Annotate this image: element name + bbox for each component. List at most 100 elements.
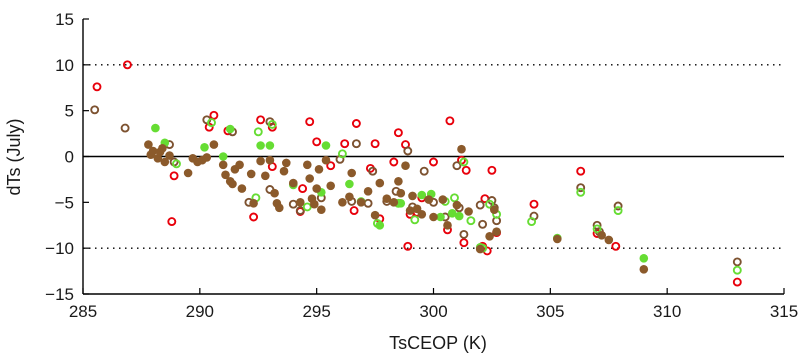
data-point: [279, 166, 289, 176]
data-point: [228, 179, 237, 189]
data-point: [410, 215, 420, 225]
x-tick-label: 310: [653, 302, 681, 321]
data-point: [218, 160, 228, 170]
data-point: [393, 128, 403, 138]
data-point: [613, 201, 623, 211]
data-point: [305, 117, 315, 127]
data-point: [529, 199, 539, 209]
y-axis-ticks: −15 −10 −5 0 5 10 15: [45, 10, 89, 304]
data-point: [389, 198, 399, 207]
y-tick-label: 0: [65, 148, 74, 167]
data-point: [298, 184, 308, 194]
data-point: [326, 181, 336, 191]
data-point: [436, 212, 445, 222]
data-point: [485, 199, 495, 209]
data-point: [405, 206, 415, 215]
data-point: [296, 198, 305, 207]
data-point: [490, 205, 499, 214]
data-point: [340, 139, 350, 149]
data-point: [452, 161, 462, 171]
data-point: [295, 206, 305, 216]
data-point: [270, 188, 279, 198]
reference-lines: [83, 64, 784, 249]
data-point: [487, 165, 497, 175]
data-point: [450, 193, 459, 203]
data-point: [356, 198, 366, 207]
data-point: [438, 195, 448, 204]
data-point: [148, 146, 158, 156]
data-point: [475, 200, 485, 210]
data-point: [363, 187, 373, 196]
data-point: [256, 115, 266, 125]
data-point: [289, 178, 298, 188]
data-point: [310, 199, 319, 209]
data-point: [613, 206, 623, 216]
data-point: [312, 184, 322, 193]
y-tick-label: −10: [45, 239, 74, 258]
series-3: [172, 118, 742, 275]
data-point: [172, 159, 181, 169]
data-point: [282, 158, 291, 168]
data-point: [443, 221, 452, 230]
series-5: [144, 140, 649, 274]
series-2: [90, 105, 742, 267]
data-point: [351, 119, 361, 128]
x-tick-label: 295: [302, 302, 330, 321]
data-point: [288, 199, 298, 209]
x-tick-label: 290: [186, 302, 214, 321]
data-point: [345, 192, 354, 202]
data-point: [732, 257, 742, 267]
data-point: [261, 171, 270, 181]
data-point: [246, 169, 256, 179]
data-point: [363, 198, 373, 208]
data-point: [639, 253, 649, 263]
data-point: [375, 221, 385, 230]
data-point: [314, 165, 324, 174]
data-point: [249, 199, 258, 208]
data-point: [732, 277, 742, 287]
data-point: [445, 116, 455, 126]
data-point: [312, 137, 322, 147]
data-point: [317, 205, 326, 214]
data-point: [485, 232, 494, 241]
data-point: [492, 227, 501, 236]
data-point: [396, 188, 406, 198]
data-point: [389, 157, 399, 167]
data-point: [368, 166, 378, 176]
data-point: [237, 184, 247, 193]
data-point: [403, 241, 413, 251]
data-point: [167, 217, 177, 227]
data-point: [429, 212, 438, 222]
data-point: [305, 174, 315, 183]
data-point: [604, 235, 614, 245]
data-point: [527, 217, 537, 227]
data-point: [417, 210, 427, 219]
data-point: [459, 238, 469, 248]
data-point: [457, 144, 466, 154]
data-point: [122, 60, 132, 70]
x-tick-label: 305: [536, 302, 564, 321]
x-axis-label: TsCEOP (K): [389, 333, 487, 353]
data-point: [209, 110, 219, 120]
data-point: [158, 144, 167, 153]
data-point: [466, 216, 476, 226]
data-point: [321, 155, 331, 165]
data-point: [459, 229, 469, 239]
data-point: [160, 157, 170, 167]
x-axis-ticks: 285 290 295 300 305 310 315: [69, 288, 798, 321]
data-point: [576, 183, 586, 193]
y-tick-label: 10: [55, 56, 74, 75]
data-point: [275, 203, 284, 213]
data-point: [256, 156, 265, 166]
data-point: [265, 155, 275, 165]
data-point: [204, 122, 214, 132]
data-point: [419, 166, 429, 176]
data-point: [370, 210, 380, 220]
data-point: [200, 143, 209, 152]
data-point: [151, 123, 160, 133]
data-point: [92, 82, 102, 92]
data-point: [403, 146, 413, 156]
data-point: [338, 198, 347, 207]
data-point: [349, 206, 359, 216]
